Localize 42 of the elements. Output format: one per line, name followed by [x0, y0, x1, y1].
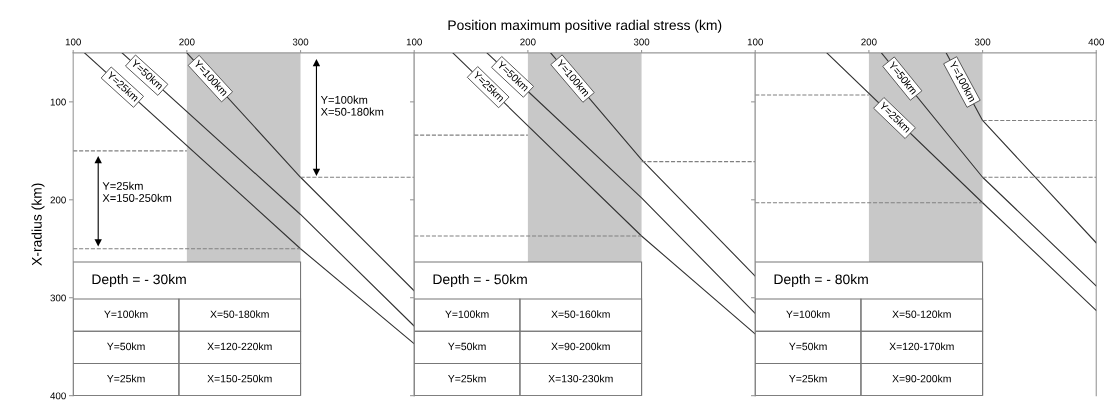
annotation: Y=25km [107, 374, 145, 383]
x-tick-label: 300 [633, 38, 650, 46]
point [312, 168, 321, 177]
annotation: Y=50km [107, 342, 145, 351]
x-tick-label: 200 [179, 38, 195, 46]
x-tick-label: 100 [406, 38, 422, 46]
annotation: Y=100km [445, 310, 489, 318]
annotation: X=50-120km [892, 310, 951, 318]
annotation: Y=50km [448, 342, 486, 351]
annotation: X=130-230km [548, 374, 613, 383]
x-tick-label: 400 [1088, 38, 1104, 46]
annotation: Depth = - 30km [92, 274, 186, 287]
x-tick-label: 100 [65, 38, 81, 46]
point [94, 239, 102, 247]
annotation: X=120-220km [207, 342, 272, 351]
annotation: Y=25km [789, 374, 827, 383]
annotation: X=50-160km [551, 310, 610, 318]
x-tick-label: 300 [292, 38, 309, 46]
annotation: X=150-250km [207, 374, 272, 383]
x-axis-title: Position maximum positive radial stress (km) [448, 19, 722, 33]
annotation: Y=25km X=150-250km [102, 181, 172, 202]
annotation: Y=50km [789, 342, 827, 351]
annotation: X=90-200km [551, 342, 610, 351]
y-tick-label: 300 [50, 294, 66, 302]
y-tick-label: 100 [50, 98, 66, 106]
x-tick-label: 100 [747, 38, 763, 46]
x-tick-label: 200 [520, 38, 536, 46]
y-axis-title: X-radius (km) [31, 183, 45, 266]
annotation: Y=25km [448, 374, 486, 383]
annotation: X=50-180km [210, 310, 269, 318]
x-tick-label: 300 [974, 38, 991, 46]
annotation: X=90-200km [892, 374, 951, 383]
y-tick-label: 200 [50, 196, 66, 204]
annotation: Depth = - 80km [774, 274, 868, 287]
annotation: Depth = - 50km [433, 274, 527, 287]
annotation: Y=100km [786, 310, 830, 318]
annotation: X=120-170km [889, 342, 954, 351]
annotation: Y=100km X=50-180km [320, 95, 384, 116]
annotation: Y=100km [104, 310, 148, 318]
point [312, 59, 321, 67]
x-tick-label: 200 [861, 38, 877, 46]
y-tick-label: 400 [50, 392, 66, 400]
